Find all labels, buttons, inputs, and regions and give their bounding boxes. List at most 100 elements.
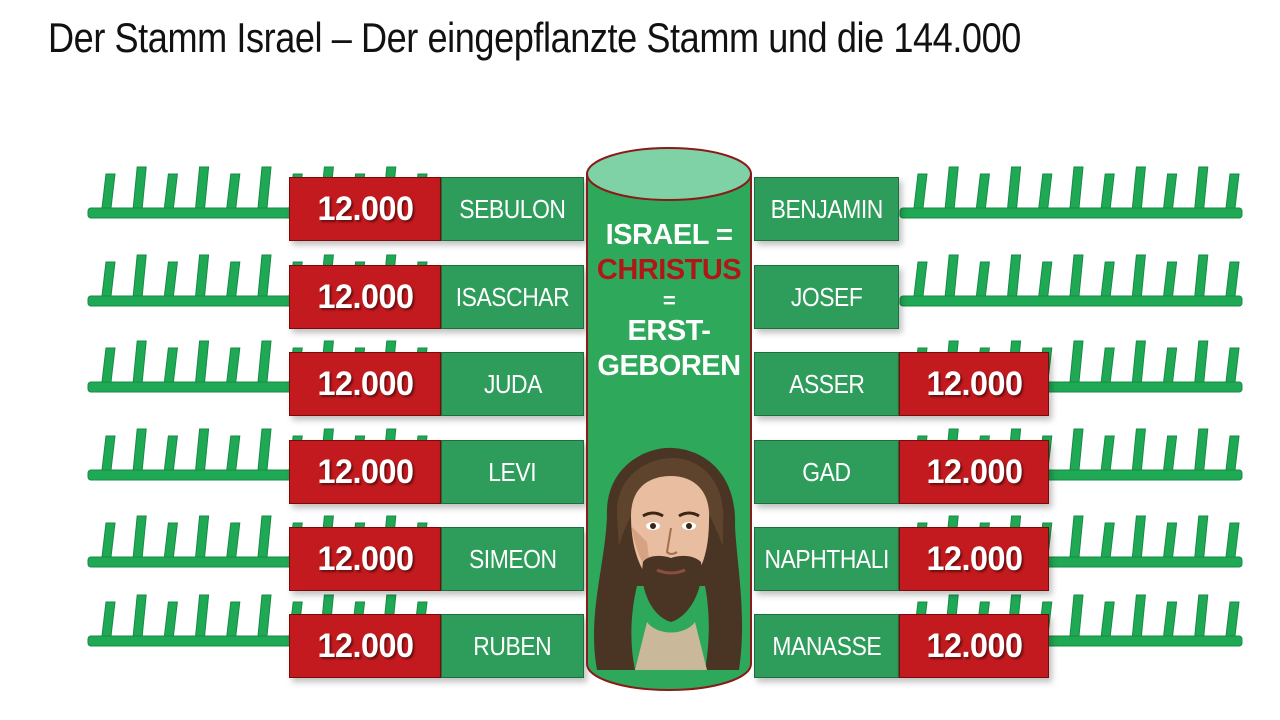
left-rail-tooth bbox=[163, 522, 178, 558]
pillar-line-eq1: = bbox=[662, 287, 676, 313]
left-rail-tooth bbox=[226, 435, 241, 471]
right-rail-tooth bbox=[1069, 515, 1084, 558]
right-rail-tooth bbox=[1194, 166, 1209, 209]
left-rail-tooth bbox=[226, 347, 241, 383]
pillar-text: ISRAEL = CHRISTUS = ERST- GEBOREN bbox=[586, 218, 752, 384]
pillar-line-geboren: GEBOREN bbox=[597, 349, 741, 382]
left-name-3: JUDA bbox=[441, 352, 584, 416]
right-rail-tooth bbox=[1225, 435, 1240, 471]
right-rail-tooth bbox=[1100, 261, 1115, 297]
left-rail-tooth bbox=[195, 428, 210, 471]
right-rail-tooth bbox=[1069, 594, 1084, 637]
left-rail-tooth bbox=[257, 515, 272, 558]
right-count-6: 12.000 bbox=[899, 614, 1049, 678]
left-count-5: 12.000 bbox=[289, 527, 441, 591]
right-rail-tooth bbox=[1225, 522, 1240, 558]
left-rail-tooth bbox=[132, 166, 147, 209]
right-rail-tooth bbox=[1194, 340, 1209, 383]
left-rail-tooth bbox=[132, 515, 147, 558]
left-rail-tooth bbox=[257, 254, 272, 297]
right-name-6: MANASSE bbox=[754, 614, 899, 678]
left-count-2: 12.000 bbox=[289, 265, 441, 329]
jesus-portrait-icon bbox=[593, 447, 743, 670]
left-name-6: RUBEN bbox=[441, 614, 584, 678]
right-rail-tooth bbox=[1131, 166, 1146, 209]
right-rail-tooth bbox=[1163, 435, 1178, 471]
right-rail-tooth bbox=[1100, 601, 1115, 637]
left-rail-tooth bbox=[226, 601, 241, 637]
right-rail-tooth bbox=[913, 261, 928, 297]
right-rail-tooth bbox=[1225, 261, 1240, 297]
right-rail-tooth bbox=[1225, 173, 1240, 209]
left-rail-tooth bbox=[163, 601, 178, 637]
right-rail-tooth bbox=[1131, 254, 1146, 297]
left-name-5: SIMEON bbox=[441, 527, 584, 591]
right-rail-tooth bbox=[1131, 340, 1146, 383]
pillar-line-christus: CHRISTUS bbox=[596, 253, 742, 286]
left-rail-tooth bbox=[163, 435, 178, 471]
right-name-5: NAPHTHALI bbox=[754, 527, 899, 591]
right-rail-tooth bbox=[944, 254, 959, 297]
left-rail-tooth bbox=[226, 522, 241, 558]
left-rail-tooth bbox=[226, 173, 241, 209]
right-name-3: ASSER bbox=[754, 352, 899, 416]
left-count-4: 12.000 bbox=[289, 440, 441, 504]
right-rail-tooth bbox=[1038, 173, 1053, 209]
left-name-2: ISASCHAR bbox=[441, 265, 584, 329]
right-rail-tooth bbox=[1069, 166, 1084, 209]
right-rail-tooth bbox=[975, 173, 990, 209]
left-rail-tooth bbox=[132, 428, 147, 471]
left-rail-tooth bbox=[101, 435, 116, 471]
pillar-line-israel: ISRAEL = bbox=[605, 219, 733, 251]
left-rail-tooth bbox=[101, 173, 116, 209]
left-count-6: 12.000 bbox=[289, 614, 441, 678]
left-count-3: 12.000 bbox=[289, 352, 441, 416]
right-name-2: JOSEF bbox=[754, 265, 899, 329]
left-rail-tooth bbox=[195, 515, 210, 558]
left-rail-tooth bbox=[195, 166, 210, 209]
slide-title: Der Stamm Israel – Der eingepflanzte Sta… bbox=[48, 14, 1021, 61]
right-rail-base bbox=[899, 295, 1243, 307]
right-rail-tooth bbox=[1069, 428, 1084, 471]
left-rail-tooth bbox=[132, 594, 147, 637]
right-rail-tooth bbox=[1131, 515, 1146, 558]
right-rail-tooth bbox=[1100, 435, 1115, 471]
left-rail-tooth bbox=[257, 166, 272, 209]
right-rail-tooth bbox=[1163, 173, 1178, 209]
right-rail-tooth bbox=[1038, 261, 1053, 297]
right-count-5: 12.000 bbox=[899, 527, 1049, 591]
left-rail-tooth bbox=[132, 254, 147, 297]
right-rail-tooth bbox=[1163, 522, 1178, 558]
left-rail-tooth bbox=[195, 340, 210, 383]
left-name-1: SEBULON bbox=[441, 177, 584, 241]
right-rail-tooth bbox=[1069, 254, 1084, 297]
right-rail-tooth bbox=[975, 261, 990, 297]
left-count-1: 12.000 bbox=[289, 177, 441, 241]
left-rail-tooth bbox=[226, 261, 241, 297]
right-rail-tooth bbox=[1163, 601, 1178, 637]
left-rail-tooth bbox=[101, 261, 116, 297]
right-rail-tooth bbox=[1131, 594, 1146, 637]
left-rail-tooth bbox=[101, 522, 116, 558]
pillar-line-erst: ERST- bbox=[627, 314, 711, 347]
right-rail-tooth bbox=[1194, 515, 1209, 558]
left-name-4: LEVI bbox=[441, 440, 584, 504]
left-rail-tooth bbox=[163, 173, 178, 209]
left-rail-tooth bbox=[195, 254, 210, 297]
right-rail-base bbox=[899, 207, 1243, 219]
left-rail-tooth bbox=[163, 261, 178, 297]
right-rail-tooth bbox=[1100, 522, 1115, 558]
right-name-4: GAD bbox=[754, 440, 899, 504]
right-count-3: 12.000 bbox=[899, 352, 1049, 416]
right-rail-tooth bbox=[1225, 601, 1240, 637]
right-rail-tooth bbox=[1100, 173, 1115, 209]
left-rail-tooth bbox=[101, 347, 116, 383]
right-rail-tooth bbox=[1100, 347, 1115, 383]
right-rail-tooth bbox=[1194, 254, 1209, 297]
right-rail-tooth bbox=[1163, 347, 1178, 383]
right-rail-tooth bbox=[1225, 347, 1240, 383]
left-rail-tooth bbox=[163, 347, 178, 383]
right-rail-tooth bbox=[944, 166, 959, 209]
right-rail-tooth bbox=[1131, 428, 1146, 471]
left-rail-tooth bbox=[257, 594, 272, 637]
